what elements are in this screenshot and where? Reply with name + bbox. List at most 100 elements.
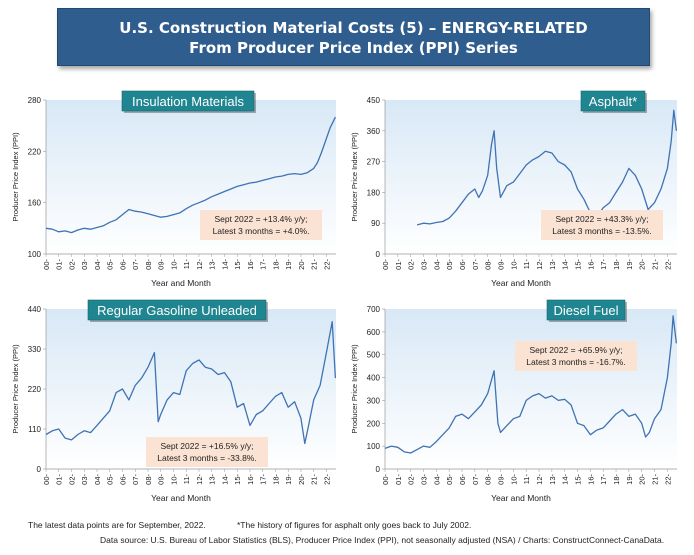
x-tick-label: 01- — [55, 474, 64, 485]
x-tick-label: 04- — [432, 474, 441, 485]
chart-title: Diesel Fuel — [553, 303, 618, 318]
x-tick-label: 22- — [663, 474, 672, 485]
y-tick-label: 440 — [28, 305, 42, 314]
x-tick-label: 03- — [420, 474, 429, 485]
x-tick-label: 20- — [297, 474, 306, 485]
x-tick-label: 05- — [445, 259, 454, 270]
x-tick-label: 22- — [322, 474, 331, 485]
x-tick-label: 21- — [651, 259, 660, 270]
y-tick-label: 700 — [367, 305, 381, 314]
y-tick-label: 450 — [367, 96, 381, 105]
x-tick-label: 06- — [118, 259, 127, 270]
x-tick-label: 10- — [509, 474, 518, 485]
x-tick-label: 13- — [548, 474, 557, 485]
x-tick-label: 00- — [381, 259, 390, 270]
annotation-box — [146, 437, 268, 467]
x-tick-label: 07- — [131, 259, 140, 270]
y-tick-label: 300 — [367, 396, 381, 405]
y-tick-label: 0 — [376, 250, 381, 259]
x-tick-label: 08- — [484, 474, 493, 485]
x-tick-label: 03- — [420, 259, 429, 270]
regular-gasoline-chart: 0 110 220 330 440 00- 01- 02- 03- 04- 05- 06- 07- 08-… — [11, 299, 337, 503]
annotation-text: Sept 2022 = +65.9% y/y; — [529, 345, 622, 355]
x-tick-label: 11- — [182, 474, 191, 485]
x-tick-label: 07- — [471, 474, 480, 485]
x-tick-label: 11- — [522, 474, 531, 485]
x-tick-label: 15- — [574, 474, 583, 485]
x-tick-label: 17- — [599, 259, 608, 270]
x-tick-label: 13- — [548, 259, 557, 270]
x-tick-label: 01- — [394, 474, 403, 485]
title-badge — [87, 299, 267, 321]
y-tick-label: 600 — [367, 328, 381, 337]
y-tick-label: 220 — [28, 385, 42, 394]
x-axis-title: Year and Month — [491, 278, 551, 288]
y-tick-label: 100 — [28, 250, 42, 259]
x-tick-label: 14- — [220, 474, 229, 485]
x-tick-label: 06- — [458, 259, 467, 270]
x-tick-label: 09- — [497, 474, 506, 485]
x-tick-label: 21- — [651, 474, 660, 485]
series-line — [384, 315, 678, 454]
footer-source: Data source: U.S. Bureau of Labor Statis… — [100, 535, 665, 545]
x-tick-label: 19- — [284, 259, 293, 270]
y-tick-label: 500 — [367, 351, 381, 360]
series-line — [416, 109, 678, 226]
annotation-text: Sept 2022 = +13.4% y/y; — [214, 214, 307, 224]
x-tick-label: 16- — [246, 259, 255, 270]
x-tick-label: 01- — [394, 259, 403, 270]
header-line-1: U.S. Construction Material Costs (5) – E… — [119, 19, 588, 37]
x-tick-label: 02- — [407, 259, 416, 270]
x-tick-label: 18- — [271, 259, 280, 270]
x-tick-label: 12- — [195, 259, 204, 270]
x-tick-label: 12- — [535, 474, 544, 485]
y-tick-label: 360 — [367, 127, 381, 136]
x-tick-label: 12- — [195, 474, 204, 485]
y-tick-label: 0 — [376, 465, 381, 474]
y-tick-label: 0 — [37, 465, 42, 474]
x-tick-label: 17- — [259, 474, 268, 485]
x-tick-label: 00- — [381, 474, 390, 485]
x-tick-label: 14- — [220, 259, 229, 270]
x-tick-label: 06- — [118, 474, 127, 485]
x-tick-label: 07- — [131, 474, 140, 485]
x-tick-label: 20- — [638, 259, 647, 270]
chart-title: Insulation Materials — [132, 94, 244, 109]
annotation-box — [515, 341, 637, 371]
y-tick-label: 180 — [367, 188, 381, 197]
x-tick-label: 22- — [663, 259, 672, 270]
annotation-text: Sept 2022 = +43.3% y/y; — [555, 214, 648, 224]
x-tick-label: 13- — [208, 474, 217, 485]
annotation-text: Sept 2022 = +16.5% y/y; — [160, 441, 253, 451]
annotation-box — [541, 210, 663, 240]
x-tick-label: 16- — [586, 259, 595, 270]
footer-note-latest: The latest data points are for September… — [28, 520, 206, 530]
y-axis-title: Producer Price Index (PPI) — [11, 132, 20, 222]
chart-title: Asphalt* — [589, 94, 637, 109]
x-tick-label: 16- — [246, 474, 255, 485]
y-tick-label: 200 — [367, 419, 381, 428]
y-tick-label: 270 — [367, 158, 381, 167]
title-badge — [580, 90, 646, 112]
x-tick-label: 02- — [67, 474, 76, 485]
y-axis-title: Producer Price Index (PPI) — [350, 344, 359, 434]
annotation-box — [200, 210, 322, 240]
annotation-text: Latest 3 months = +4.0%. — [213, 226, 310, 236]
x-tick-label: 18- — [612, 259, 621, 270]
x-tick-label: 10- — [169, 474, 178, 485]
asphalt-chart: 0 90 180 270 360 450 00- 01- 02- 03- 04- 05- 06- 07- 0… — [350, 90, 678, 288]
diesel-fuel-chart: 0 100 200 300 400 500 600 700 00- 01- 02- 03- 04- 05-… — [350, 299, 678, 503]
x-tick-label: 02- — [67, 259, 76, 270]
y-axis-title: Producer Price Index (PPI) — [11, 344, 20, 434]
x-tick-label: 10- — [509, 259, 518, 270]
x-tick-label: 04- — [93, 259, 102, 270]
x-tick-label: 21- — [310, 474, 319, 485]
x-tick-label: 05- — [106, 474, 115, 485]
y-tick-label: 280 — [28, 96, 42, 105]
x-tick-label: 15- — [233, 259, 242, 270]
x-tick-label: 19- — [284, 474, 293, 485]
series-line — [45, 116, 336, 234]
x-tick-label: 09- — [157, 474, 166, 485]
x-tick-label: 22- — [322, 259, 331, 270]
x-tick-label: 12- — [535, 259, 544, 270]
